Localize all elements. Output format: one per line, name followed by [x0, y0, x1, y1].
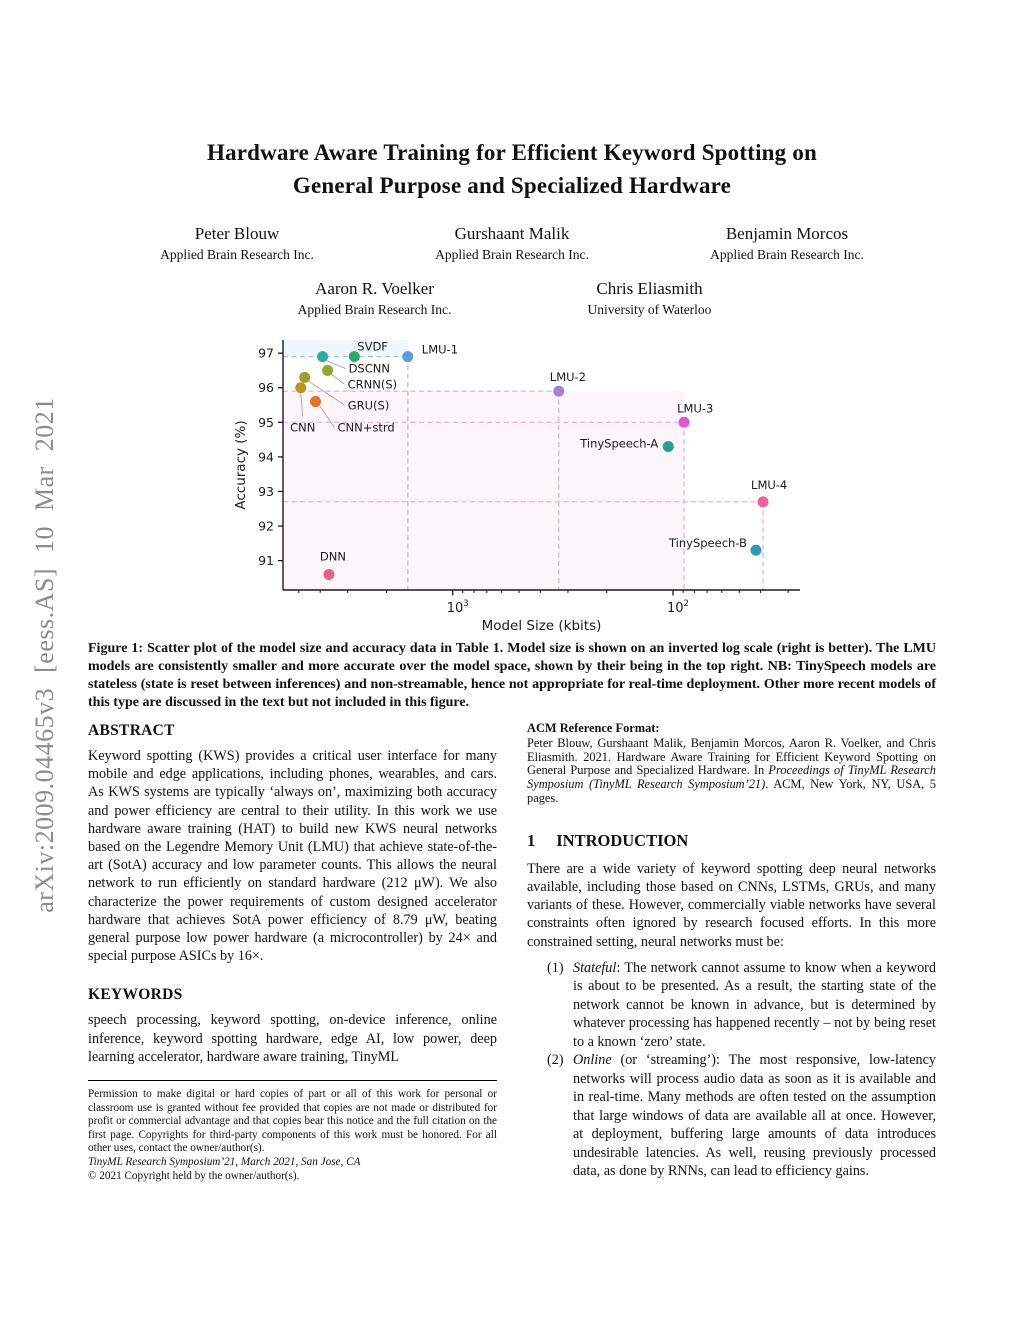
author-affiliation: Applied Brain Research Inc.: [710, 247, 864, 262]
section-heading-introduction: 1 INTRODUCTION: [527, 831, 936, 851]
introduction-list: (1) Stateful: The network cannot assume t…: [527, 959, 936, 1181]
figure-caption: Figure 1: Scatter plot of the model size…: [88, 641, 936, 710]
acm-reference-text: Peter Blouw, Gurshaant Malik, Benjamin M…: [527, 735, 936, 778]
author-2: Gurshaant Malik Applied Brain Research I…: [375, 224, 650, 263]
abstract-text: Keyword spotting (KWS) provides a critic…: [88, 748, 497, 965]
y-tick-label: 96: [258, 380, 274, 395]
label-connector-GRU(S): [308, 381, 345, 406]
author-1: Peter Blouw Applied Brain Research Inc.: [100, 224, 375, 263]
point-LMU-2: [553, 385, 565, 397]
author-affiliation: Applied Brain Research Inc.: [435, 247, 589, 262]
point-label-TinySpeech-B: TinySpeech-B: [668, 536, 747, 550]
x-tick-label: 102: [667, 599, 689, 616]
author-affiliation: Applied Brain Research Inc.: [297, 302, 452, 317]
point-CNN: [295, 382, 307, 394]
abstract-heading: ABSTRACT: [88, 722, 175, 739]
y-tick-label: 95: [258, 415, 274, 430]
footnote-block: Permission to make digital or hard copie…: [88, 1080, 497, 1183]
x-axis-title: Model Size (kbits): [482, 618, 602, 634]
list-marker: (2): [547, 1052, 564, 1069]
list-lead: Online: [573, 1052, 612, 1069]
section-number: 1: [527, 830, 536, 850]
point-LMU-3: [678, 416, 690, 428]
copyright-line: © 2021 Copyright held by the owner/autho…: [88, 1169, 300, 1182]
list-lead: Stateful: [573, 959, 617, 976]
author-affiliation: University of Waterloo: [587, 302, 712, 317]
point-SVDF: [348, 351, 360, 363]
label-connector-CRNN(S): [331, 374, 345, 385]
keywords-heading: KEYWORDS: [88, 986, 183, 1004]
point-label-LMU-2: LMU-2: [550, 370, 586, 384]
acm-reference-label: ACM Reference Format:: [527, 721, 660, 735]
scatter-chart: 91 92 93 94 95 96 97 103 102 Model Size (kbits) Ac…: [233, 340, 800, 634]
point-label-DNN: DNN: [320, 549, 346, 563]
point-label-CNN+strd: CNN+strd: [338, 421, 395, 435]
author-name: Benjamin Morcos: [725, 224, 849, 243]
author-name: Chris Eliasmith: [596, 279, 703, 298]
point-label-LMU-3: LMU-3: [677, 401, 713, 415]
point-label-TinySpeech-A: TinySpeech-A: [579, 437, 658, 451]
point-TinySpeech-B: [750, 544, 762, 556]
figure-1-scatter-plot: 91 92 93 94 95 96 97 103 102 Model Size (kbits) Ac…: [225, 332, 817, 642]
left-column: ABSTRACT Keyword spotting (KWS) provides…: [88, 722, 497, 1183]
point-GRU(S): [299, 371, 311, 383]
y-tick-label: 93: [258, 484, 274, 499]
y-tick-label: 97: [258, 346, 274, 361]
y-tick-label: 91: [258, 553, 274, 568]
point-label-LMU-1: LMU-1: [422, 343, 458, 357]
venue-line: TinyML Research Symposium’21, March 2021…: [88, 1156, 361, 1169]
list-marker: (1): [547, 959, 564, 976]
point-TinySpeech-A: [662, 441, 674, 453]
shade-pink: [283, 391, 685, 590]
title-line-2: General Purpose and Specialized Hardware: [292, 173, 732, 198]
author-3: Benjamin Morcos Applied Brain Research I…: [650, 224, 925, 263]
list-text: : The network cannot assume to know when…: [573, 959, 936, 1050]
author-5: Chris Eliasmith University of Waterloo: [512, 279, 787, 318]
y-axis-title: Accuracy (%): [233, 420, 249, 509]
title-line-1: Hardware Aware Training for Efficient Ke…: [206, 140, 818, 165]
arxiv-watermark: arXiv:2009.04465v3 [eess.AS] 10 Mar 2021: [30, 397, 60, 913]
arxiv-watermark-label: arXiv:2009.04465v3 [eess.AS] 10 Mar 2021: [30, 397, 59, 913]
x-tick-label: 103: [447, 599, 469, 616]
point-label-CNN: CNN: [290, 421, 315, 435]
list-text: (or ‘streaming’): The most responsive, l…: [573, 1052, 936, 1180]
list-item-1: (1) Stateful: The network cannot assume t…: [527, 959, 936, 1052]
point-label-GRU(S): GRU(S): [348, 398, 390, 412]
section-title: INTRODUCTION: [556, 830, 689, 850]
y-tick-label: 92: [258, 519, 274, 534]
point-label-DSCNN: DSCNN: [349, 362, 390, 376]
point-label-SVDF: SVDF: [357, 340, 388, 354]
authors-row-1: Peter Blouw Applied Brain Research Inc. …: [88, 224, 936, 263]
author-name: Aaron R. Voelker: [315, 279, 434, 298]
label-connector-CNN: [300, 393, 304, 417]
acm-reference-italic: Proceedings of TinyML Research Symposium…: [527, 763, 936, 792]
author-affiliation: Applied Brain Research Inc.: [160, 247, 314, 262]
point-DNN: [323, 568, 335, 580]
point-CRNN(S): [322, 364, 334, 376]
label-connector-CNN+strd: [319, 405, 335, 428]
point-LMU-1: [402, 351, 414, 363]
authors-row-2: Aaron R. Voelker Applied Brain Research …: [88, 279, 936, 318]
keywords-text: speech processing, keyword spotting, on-…: [88, 1012, 497, 1065]
author-4: Aaron R. Voelker Applied Brain Research …: [237, 279, 512, 318]
introduction-paragraph: There are a wide variety of keyword spot…: [527, 860, 936, 950]
point-label-CRNN(S): CRNN(S): [348, 377, 398, 391]
point-label-LMU-4: LMU-4: [751, 478, 787, 492]
permission-notice: Permission to make digital or hard copie…: [88, 1088, 497, 1155]
paper-header: Hardware Aware Training for Efficient Ke…: [88, 136, 936, 318]
point-LMU-4: [757, 496, 769, 508]
shade-blue: [283, 340, 408, 357]
acm-reference-tail: . ACM, New York, NY, USA, 5 pages.: [527, 777, 937, 805]
list-item-2: (2) Online (or ‘streaming’): The most res…: [527, 1051, 936, 1181]
right-column: ACM Reference Format: Peter Blouw, Gursha…: [527, 721, 937, 1181]
label-connector-DSCNN: [326, 360, 346, 369]
acm-reference: ACM Reference Format: Peter Blouw, Gursha…: [527, 721, 937, 806]
point-CNN+strd: [310, 396, 322, 408]
paper-title: Hardware Aware Training for Efficient Ke…: [88, 136, 936, 202]
author-name: Gurshaant Malik: [454, 224, 570, 243]
author-name: Peter Blouw: [194, 224, 280, 243]
y-tick-label: 94: [258, 449, 274, 464]
point-DSCNN: [317, 351, 329, 363]
